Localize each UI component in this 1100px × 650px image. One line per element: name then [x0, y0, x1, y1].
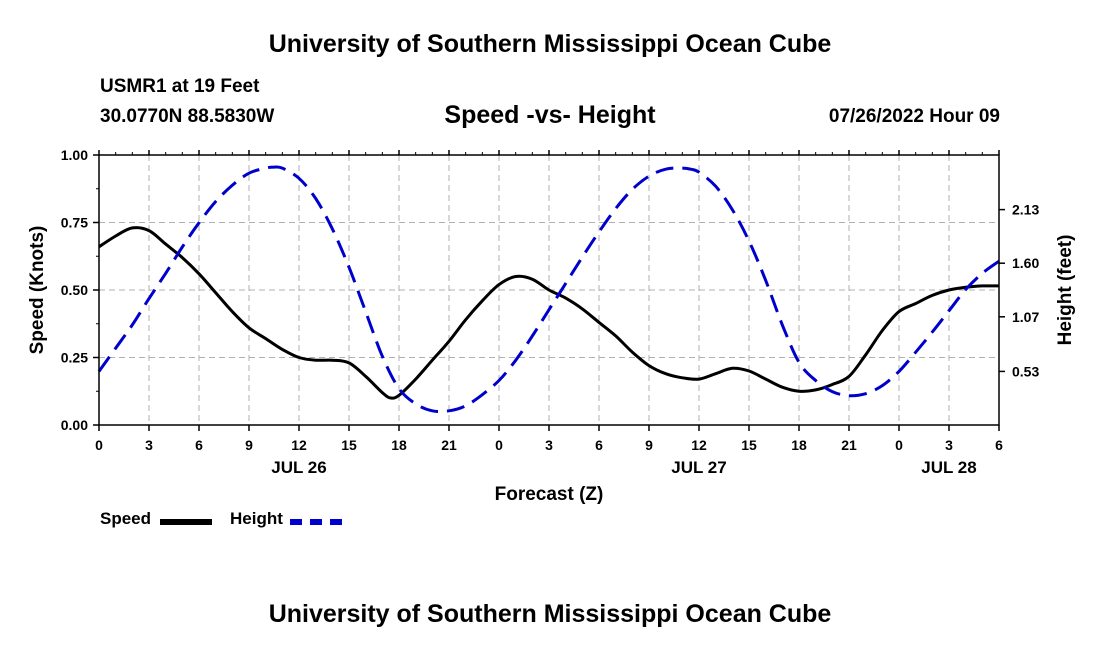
ticks — [93, 150, 1005, 431]
x-tick-label: 18 — [791, 437, 807, 453]
x-tick-label: 3 — [145, 437, 153, 453]
x-axis-title: Forecast (Z) — [495, 484, 604, 505]
y2-tick-label: 1.60 — [1012, 255, 1039, 271]
x-tick-label: 15 — [741, 437, 757, 453]
x-tick-label: 6 — [195, 437, 203, 453]
x-tick-label: 9 — [645, 437, 653, 453]
legend-speed-swatch — [160, 519, 212, 525]
coordinates-label: 30.0770N 88.5830W — [100, 106, 275, 127]
footer-title: University of Southern Mississippi Ocean… — [268, 600, 832, 628]
series-line-height — [97, 165, 1000, 414]
x-tick-label: 6 — [595, 437, 603, 453]
x-tick-label: 6 — [995, 437, 1003, 453]
x-tick-label: 3 — [545, 437, 553, 453]
date-label: JUL 28 — [921, 458, 976, 477]
y-tick-label: 0.00 — [61, 417, 88, 433]
x-tick-label: 3 — [945, 437, 953, 453]
station-label: USMR1 at 19 Feet — [100, 76, 260, 97]
chart-title: Speed -vs- Height — [444, 101, 656, 129]
legend-speed-label: Speed — [100, 509, 152, 528]
tick-labels: 0 3 6 9 12 15 18 21 0 3 6 9 12 15 18 21 0 3 6 0.00 0.25 0.50 0… — [61, 147, 1040, 477]
x-tick-label: 15 — [341, 437, 357, 453]
x-tick-label: 0 — [495, 437, 503, 453]
y2-axis-title: Height (feet) — [1055, 235, 1076, 346]
x-tick-label: 0 — [895, 437, 903, 453]
y2-tick-label: 2.13 — [1012, 202, 1039, 218]
x-tick-label: 12 — [291, 437, 307, 453]
y-tick-label: 0.50 — [61, 282, 88, 298]
y2-tick-label: 1.07 — [1012, 309, 1039, 325]
x-tick-label: 21 — [841, 437, 857, 453]
legend-height-swatch — [290, 519, 342, 525]
series-line-speed — [98, 226, 1000, 400]
legend-height-label: Height — [230, 509, 283, 528]
page-title: University of Southern Mississippi Ocean… — [268, 30, 832, 58]
x-tick-label: 21 — [441, 437, 457, 453]
y-tick-label: 0.75 — [61, 215, 88, 231]
series-layer — [97, 165, 1000, 414]
y-tick-label: 0.25 — [61, 350, 88, 366]
y-tick-label: 1.00 — [61, 147, 88, 163]
x-tick-label: 12 — [691, 437, 707, 453]
date-label: JUL 26 — [271, 458, 326, 477]
y2-tick-label: 0.53 — [1012, 363, 1039, 379]
y-axis-title: Speed (Knots) — [27, 226, 48, 355]
x-tick-label: 18 — [391, 437, 407, 453]
x-tick-label: 9 — [245, 437, 253, 453]
datetime-label: 07/26/2022 Hour 09 — [828, 106, 1000, 127]
x-tick-label: 0 — [95, 437, 103, 453]
date-label: JUL 27 — [671, 458, 726, 477]
